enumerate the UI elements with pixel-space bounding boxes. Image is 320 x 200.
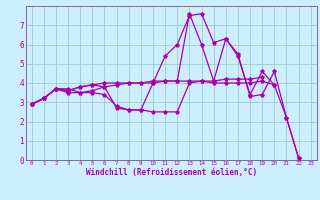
X-axis label: Windchill (Refroidissement éolien,°C): Windchill (Refroidissement éolien,°C)	[86, 168, 257, 177]
